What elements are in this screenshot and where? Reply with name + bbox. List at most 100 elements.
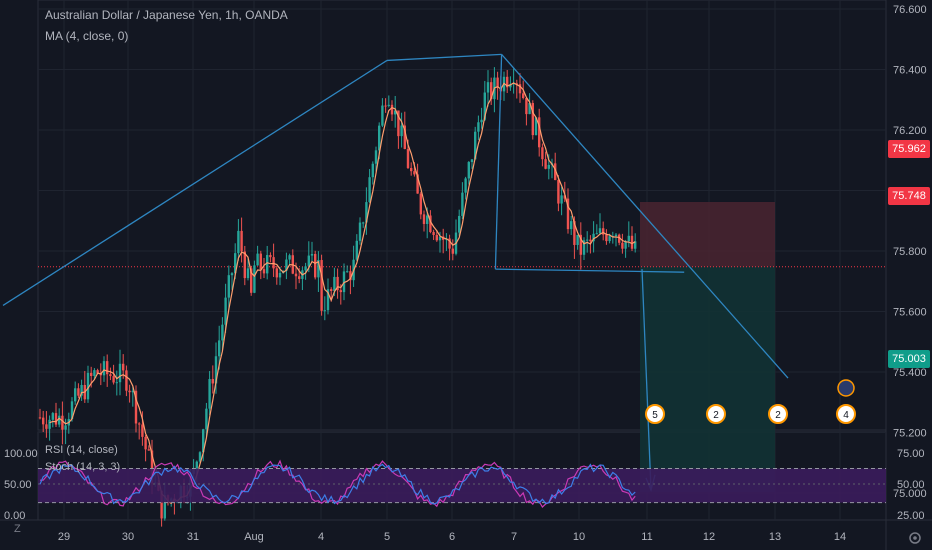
candle-body [211,379,214,384]
osc-left-tick-label: 0.00 [4,510,25,522]
time-tick-label: 11 [641,531,652,543]
candle-body [410,167,413,172]
candle-body [112,376,115,383]
candle-body [496,77,499,88]
candle-body [61,415,64,430]
position-zones[interactable] [38,201,886,493]
candle-body [515,83,518,85]
candle-body [406,148,410,168]
candle-body [387,104,390,106]
candle-body [262,269,266,274]
event-badge[interactable] [836,404,856,424]
candle-body [80,384,83,396]
candle-body [346,271,349,273]
candle-body [435,235,438,241]
candle-body [538,117,541,148]
trendline-2[interactable] [386,53,502,62]
candle-body [64,425,67,430]
price-tick-label: 75.800 [893,246,927,258]
candle-body [566,198,570,230]
candle-body [355,240,358,260]
candle-body [141,424,144,437]
candle-body [595,233,598,235]
trendline-4[interactable] [495,268,685,273]
candle-body [598,228,602,234]
stoch-label[interactable]: Stoch (14, 3, 3) [45,461,121,473]
candle-body [38,417,42,419]
rsi-line [39,463,636,505]
event-badge[interactable] [768,404,788,424]
gear-icon[interactable] [909,532,921,544]
candle-body [51,413,54,420]
candle-body [294,273,298,277]
event-badges[interactable]: 5 2 2 4 [645,379,856,424]
time-tick-label: 6 [449,531,455,543]
candle-body [58,415,61,425]
candle-body [394,110,397,115]
candle-body [634,241,637,249]
rsi-label[interactable]: RSI (14, close) [45,444,118,456]
chart-title[interactable]: Australian Dollar / Japanese Yen, 1h, OA… [45,8,288,22]
candle-body [400,125,403,137]
candle-body [480,119,483,123]
candle-body [605,234,608,242]
candle-body [483,92,486,120]
candle-body [269,255,272,258]
candle-body [573,221,576,245]
price-tick-label: 74.800 [893,549,927,550]
indicator-label[interactable]: MA (4, close, 0) [45,29,129,43]
candle-body [518,84,522,94]
candle-body [554,163,557,181]
candle-body [106,361,109,375]
osc-right-tick-label: 50.00 [897,479,925,491]
candle-body [138,423,141,425]
event-badge[interactable] [645,404,665,424]
candle-body [464,178,467,193]
candle-body [128,390,131,393]
candle-body [54,413,58,425]
stop-loss-zone[interactable] [640,201,775,267]
candle-body [230,273,234,276]
candle-body [326,289,330,311]
candle-body [314,253,317,278]
time-axis[interactable]: 29 30 31 Aug 4 5 6 7 10 11 12 13 14 [58,531,846,543]
event-badge-count: 5 [652,410,658,421]
forecast-arrow-shaft[interactable] [641,269,652,491]
candle-body [419,193,422,215]
candle-body [448,238,451,249]
globe-icon[interactable] [837,379,855,397]
candle-body [426,215,429,224]
axis-corner-label[interactable]: Z [14,523,21,535]
event-badge-count: 4 [843,410,849,421]
candle-body [403,125,406,149]
candle-body [486,82,490,93]
candle-body [547,164,550,169]
event-badge[interactable] [706,404,726,424]
candle-body [621,242,624,249]
candle-body [336,276,339,291]
candle-body [288,255,291,260]
trendline-1[interactable] [2,59,388,306]
candle-body [208,379,211,409]
candle-body [512,83,515,85]
take-profit-zone[interactable] [640,266,775,493]
candle-body [586,239,589,241]
trendline-3[interactable] [501,53,789,379]
price-tick-label: 75.000 [893,488,927,500]
candle-body [397,110,400,137]
time-tick-label: 29 [58,531,70,543]
candle-body [218,340,221,357]
candle-body [429,215,432,233]
candle-body [339,290,342,293]
candle-body [195,461,198,469]
candle-body [115,382,118,384]
candle-body [250,268,253,293]
osc-right-tick-label: 75.00 [897,448,925,460]
trendlines[interactable] [2,53,789,493]
candle-body [221,324,224,341]
candle-body [275,268,278,278]
candle-body [602,228,605,235]
candle-body [205,408,208,430]
pattern-connector[interactable] [494,54,503,270]
